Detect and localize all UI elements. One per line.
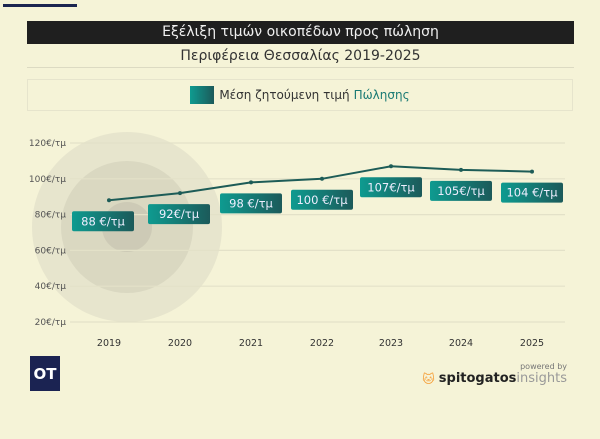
chart-title: Εξέλιξη τιμών οικοπέδων προς πώληση: [27, 21, 574, 44]
data-label: 92€/τμ: [159, 207, 200, 221]
chart-subtitle: Περιφέρεια Θεσσαλίας 2019-2025: [27, 45, 574, 68]
top-accent-bar: [3, 4, 77, 7]
data-label: 98 €/τμ: [229, 196, 273, 210]
data-point: [389, 164, 393, 169]
brand-suffix: insights: [516, 371, 567, 386]
data-point: [107, 198, 111, 203]
data-point: [530, 169, 534, 174]
y-tick-label: 100€/τμ: [29, 175, 66, 185]
data-label-box: [220, 193, 282, 214]
brand-name: spitogatos: [438, 371, 517, 386]
data-point: [459, 167, 463, 172]
data-point: [178, 191, 182, 196]
data-label-box: [430, 180, 492, 201]
x-tick-label: 2021: [239, 338, 263, 349]
legend-swatch: [190, 86, 215, 104]
x-tick-label: 2022: [310, 338, 334, 349]
y-tick-label: 40€/τμ: [35, 282, 67, 292]
data-label-box: [72, 211, 134, 232]
data-label: 105€/τμ: [437, 184, 485, 198]
x-tick-label: 2020: [168, 338, 192, 349]
data-label: 107€/τμ: [367, 180, 415, 194]
ot-logo: OT: [30, 356, 60, 391]
x-tick-label: 2025: [520, 338, 544, 349]
y-tick-label: 120€/τμ: [29, 139, 66, 149]
data-point: [320, 176, 324, 181]
spitogatos-logo: 🐱 spitogatos insights: [422, 371, 567, 386]
legend: Μέση ζητούμενη τιμή Πώλησης: [27, 79, 573, 111]
data-label-box: [148, 204, 210, 225]
data-point: [249, 180, 253, 185]
data-label-box: [291, 189, 353, 210]
data-label: 104 €/τμ: [506, 186, 558, 200]
data-label-box: [501, 182, 563, 203]
legend-label-accent: Πώλησης: [353, 88, 410, 102]
x-tick-label: 2024: [449, 338, 473, 349]
x-tick-label: 2019: [97, 338, 121, 349]
x-tick-label: 2023: [379, 338, 403, 349]
y-tick-label: 20€/τμ: [35, 318, 67, 328]
data-label: 100 €/τμ: [296, 193, 348, 207]
data-label-box: [360, 177, 422, 198]
legend-label: Μέση ζητούμενη τιμή: [219, 88, 350, 102]
powered-by-text: powered by: [520, 362, 567, 371]
y-tick-label: 60€/τμ: [35, 246, 67, 256]
data-label: 88 €/τμ: [81, 214, 125, 228]
y-tick-label: 80€/τμ: [35, 211, 67, 221]
cat-icon: 🐱: [422, 371, 435, 386]
